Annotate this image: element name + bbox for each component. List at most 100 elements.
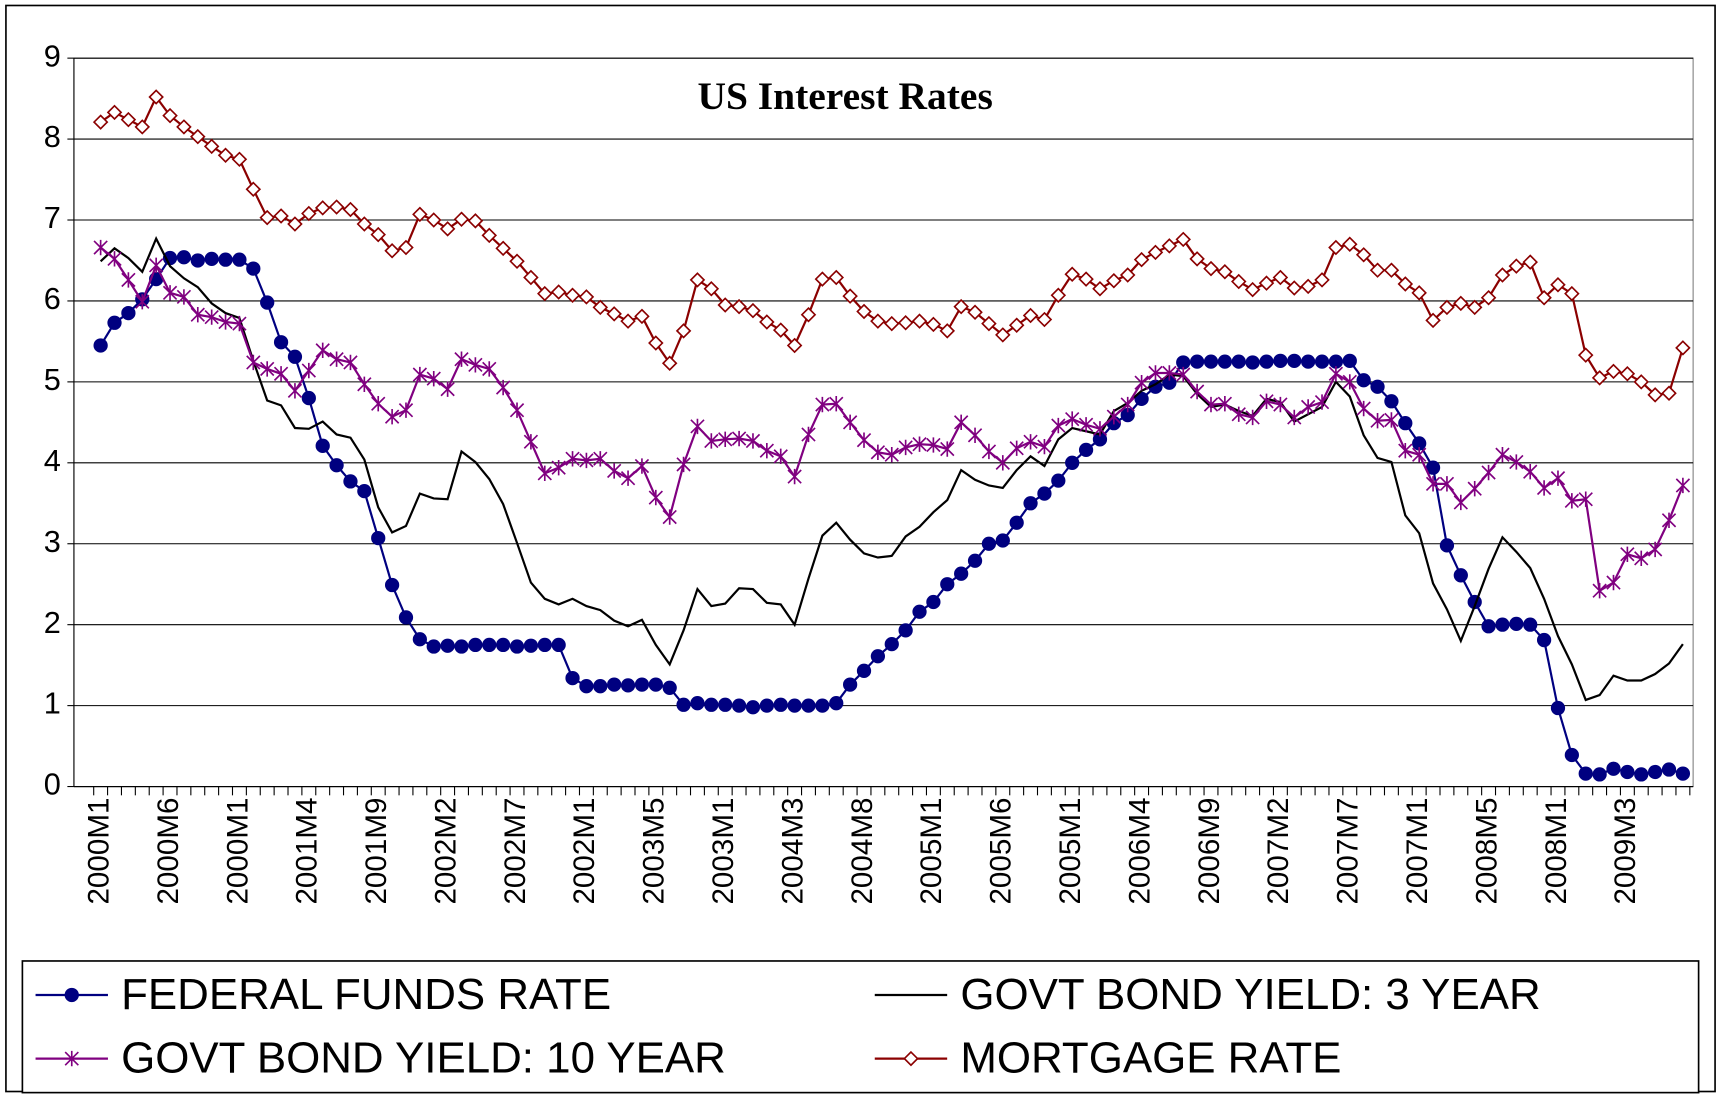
marker bbox=[829, 396, 844, 412]
marker bbox=[731, 298, 747, 315]
marker bbox=[856, 663, 872, 678]
marker bbox=[773, 448, 788, 465]
x-tick-label: 2002M7 bbox=[499, 798, 532, 905]
marker bbox=[1550, 700, 1566, 716]
marker bbox=[371, 530, 386, 546]
x-tick-label: 2008M1 bbox=[1540, 798, 1573, 905]
marker bbox=[412, 632, 427, 647]
marker bbox=[1411, 285, 1427, 301]
y-tick-label: 3 bbox=[44, 524, 61, 559]
marker bbox=[1564, 493, 1580, 509]
marker bbox=[328, 199, 345, 215]
marker bbox=[981, 315, 997, 332]
marker bbox=[856, 432, 872, 448]
marker bbox=[870, 313, 886, 329]
marker bbox=[884, 315, 900, 332]
marker bbox=[1369, 262, 1386, 278]
marker bbox=[1550, 470, 1566, 486]
marker bbox=[314, 200, 331, 216]
marker bbox=[357, 376, 372, 392]
marker bbox=[1036, 311, 1053, 328]
marker bbox=[260, 295, 275, 310]
marker bbox=[1661, 762, 1677, 777]
marker bbox=[1481, 464, 1496, 481]
marker bbox=[398, 610, 414, 625]
marker bbox=[1176, 366, 1191, 383]
marker bbox=[662, 509, 677, 525]
marker bbox=[1245, 355, 1260, 370]
marker bbox=[814, 271, 831, 287]
marker bbox=[1523, 617, 1538, 632]
y-tick-label: 6 bbox=[44, 281, 61, 316]
marker bbox=[829, 696, 844, 711]
marker bbox=[745, 700, 761, 715]
marker bbox=[1453, 494, 1468, 511]
x-tick-label: 2005M1 bbox=[915, 798, 948, 905]
marker bbox=[1314, 272, 1330, 288]
marker bbox=[1356, 400, 1371, 417]
marker bbox=[1189, 251, 1205, 267]
y-tick-label: 0 bbox=[44, 767, 61, 802]
marker bbox=[1439, 476, 1455, 492]
marker bbox=[1564, 747, 1579, 763]
legend-label: FEDERAL FUNDS RATE bbox=[121, 970, 611, 1019]
marker bbox=[1301, 354, 1316, 369]
marker bbox=[1231, 406, 1246, 422]
marker bbox=[1120, 396, 1135, 413]
marker bbox=[342, 201, 359, 218]
marker bbox=[301, 205, 317, 222]
marker bbox=[120, 111, 137, 128]
marker bbox=[661, 355, 678, 372]
marker bbox=[1119, 267, 1136, 283]
marker bbox=[1675, 766, 1691, 781]
marker bbox=[482, 637, 497, 653]
marker bbox=[218, 314, 233, 330]
marker bbox=[329, 351, 344, 367]
marker bbox=[246, 261, 261, 276]
marker bbox=[287, 349, 303, 364]
marker bbox=[273, 366, 289, 382]
marker bbox=[509, 253, 525, 270]
chart-title: US Interest Rates bbox=[697, 74, 992, 118]
marker bbox=[1620, 764, 1635, 780]
marker bbox=[842, 414, 858, 431]
marker bbox=[1328, 239, 1344, 256]
marker bbox=[801, 426, 816, 443]
marker bbox=[1592, 583, 1607, 599]
marker bbox=[1425, 312, 1441, 329]
marker bbox=[190, 128, 206, 145]
x-tick-label: 2005M1 bbox=[1054, 798, 1087, 905]
marker bbox=[1217, 264, 1233, 280]
marker bbox=[495, 240, 511, 257]
x-tick-label: 2002M1 bbox=[568, 798, 601, 905]
marker bbox=[897, 315, 914, 331]
marker bbox=[759, 314, 775, 330]
legend-label: MORTGAGE RATE bbox=[960, 1033, 1341, 1082]
marker bbox=[371, 396, 386, 412]
marker bbox=[1675, 477, 1691, 494]
x-tick-label: 2002M2 bbox=[429, 798, 462, 905]
marker bbox=[259, 209, 275, 226]
marker bbox=[828, 269, 844, 286]
marker bbox=[967, 427, 983, 443]
marker bbox=[967, 304, 983, 321]
marker bbox=[995, 533, 1010, 548]
marker bbox=[148, 89, 164, 105]
marker bbox=[1522, 254, 1538, 270]
marker bbox=[759, 698, 774, 713]
marker bbox=[204, 309, 219, 325]
marker bbox=[954, 566, 969, 581]
marker bbox=[648, 489, 663, 506]
marker bbox=[1106, 272, 1122, 289]
marker bbox=[1189, 354, 1205, 369]
marker bbox=[1009, 440, 1024, 456]
marker bbox=[634, 677, 650, 692]
marker bbox=[1480, 289, 1497, 306]
marker bbox=[1619, 366, 1636, 382]
marker bbox=[468, 637, 483, 653]
marker bbox=[1536, 289, 1552, 306]
marker bbox=[800, 306, 817, 323]
marker bbox=[439, 221, 456, 237]
